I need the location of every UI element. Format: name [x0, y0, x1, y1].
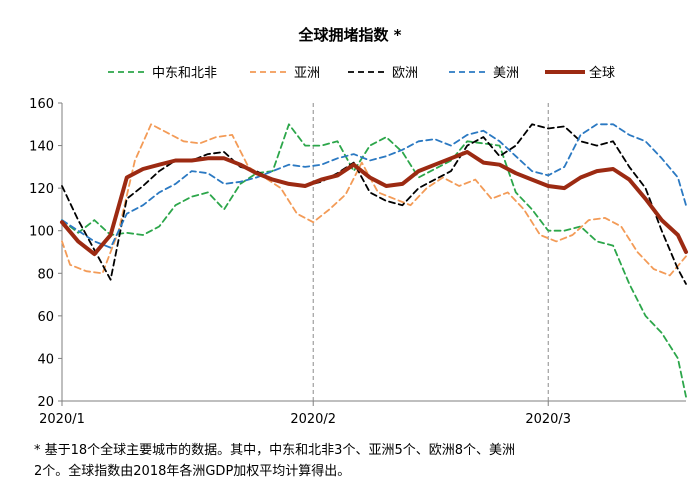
y-tick-label: 80 — [37, 267, 54, 282]
legend-label-1: 亚洲 — [294, 66, 320, 81]
legend-label-3: 美洲 — [493, 66, 519, 81]
y-tick-label: 20 — [37, 395, 54, 410]
x-tick-label: 2020/1 — [39, 412, 85, 427]
series-line-4 — [60, 150, 688, 257]
legend-label-4: 全球 — [589, 65, 615, 81]
x-tick-label: 2020/3 — [525, 412, 571, 427]
series-layer — [60, 123, 688, 398]
legend: 中东和北非 亚洲 欧洲 美洲 全球 — [108, 65, 615, 81]
chart-title: 全球拥堵指数 * — [297, 26, 401, 44]
y-tick-label: 120 — [29, 182, 54, 197]
series-line-1 — [61, 123, 687, 277]
y-tick-label: 40 — [37, 352, 54, 367]
y-tick-label: 140 — [29, 140, 54, 155]
footnote-line-1: * 基于18个全球主要城市的数据。其中，中东和北非3个、亚洲5个、欧洲8个、美洲 — [34, 443, 515, 458]
x-tick-label: 2020/2 — [290, 412, 336, 427]
y-tick-label: 160 — [29, 97, 54, 112]
y-tick-label: 60 — [37, 310, 54, 325]
axes: 20 40 60 80 100 120 140 160 2020/1 2020/2 2020/3 — [29, 97, 686, 427]
footnote-line-2: 2个。全球指数由2018年各洲GDP加权平均计算得出。 — [34, 464, 351, 479]
y-tick-label: 100 — [29, 225, 54, 240]
series-line-3 — [61, 123, 687, 249]
legend-label-2: 欧洲 — [392, 66, 418, 81]
legend-label-0: 中东和北非 — [152, 66, 217, 81]
footnote: * 基于18个全球主要城市的数据。其中，中东和北非3个、亚洲5个、欧洲8个、美洲… — [34, 440, 674, 482]
series-line-2 — [61, 123, 687, 285]
